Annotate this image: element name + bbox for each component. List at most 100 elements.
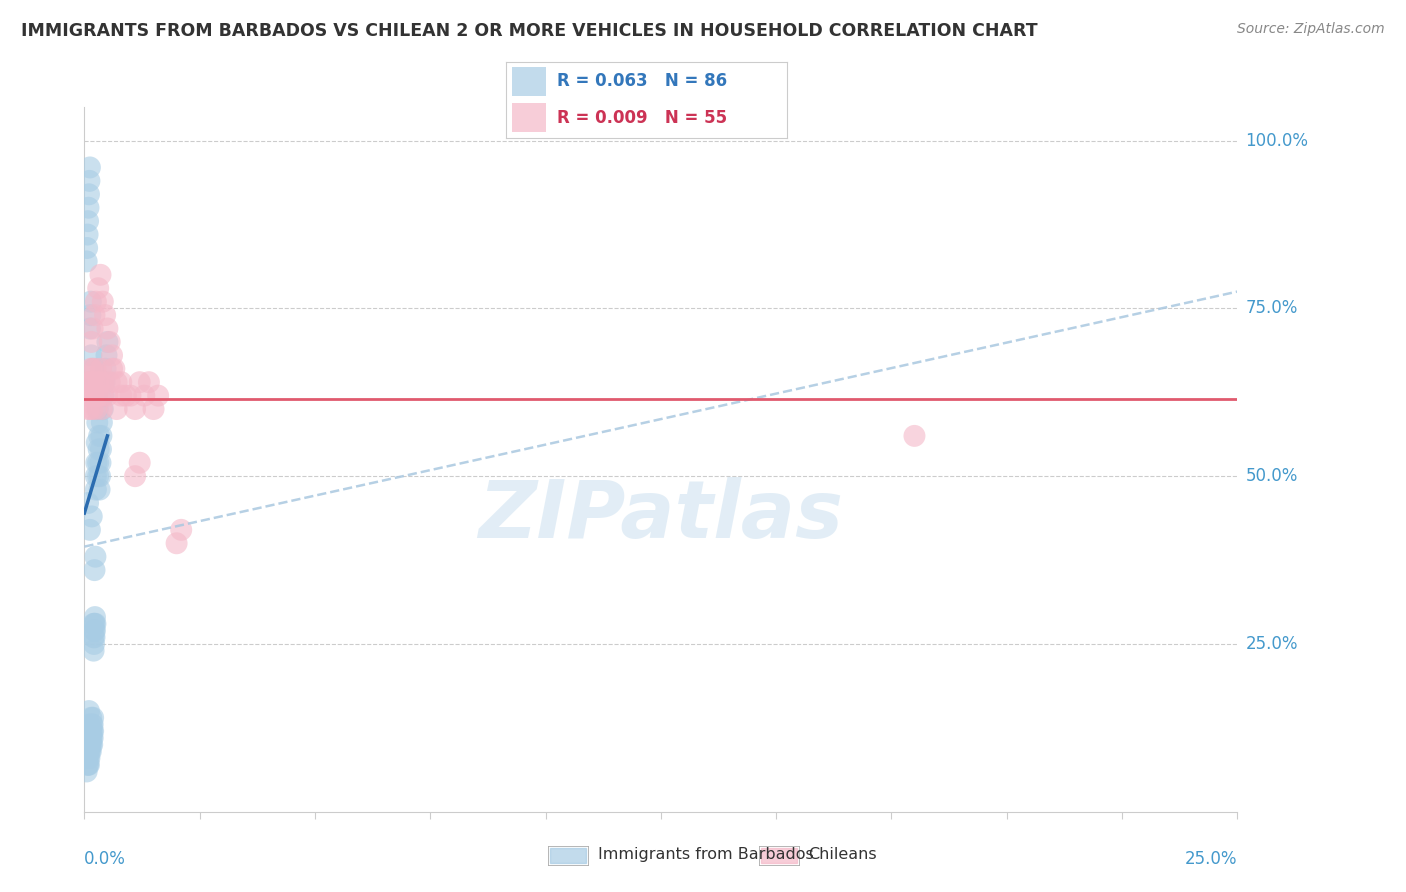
Point bbox=[170, 523, 193, 537]
Point bbox=[98, 334, 121, 349]
Point bbox=[91, 294, 114, 309]
Point bbox=[82, 731, 104, 745]
Point bbox=[84, 549, 107, 564]
Point bbox=[101, 361, 124, 376]
Point bbox=[128, 456, 150, 470]
Point bbox=[94, 308, 117, 322]
Point bbox=[80, 744, 103, 758]
Point bbox=[96, 389, 118, 403]
Point bbox=[76, 241, 98, 255]
Point bbox=[87, 442, 110, 457]
Point bbox=[84, 616, 107, 631]
Text: 25.0%: 25.0% bbox=[1185, 850, 1237, 869]
Point bbox=[86, 435, 108, 450]
Text: R = 0.063   N = 86: R = 0.063 N = 86 bbox=[557, 72, 727, 90]
Point bbox=[82, 711, 104, 725]
Point bbox=[80, 731, 103, 745]
Point bbox=[83, 637, 105, 651]
Text: 100.0%: 100.0% bbox=[1246, 132, 1309, 150]
Point bbox=[80, 361, 103, 376]
Point bbox=[84, 469, 107, 483]
Point bbox=[96, 321, 118, 335]
Point bbox=[82, 738, 104, 752]
FancyBboxPatch shape bbox=[512, 67, 546, 95]
Point bbox=[77, 201, 100, 215]
Point bbox=[87, 456, 110, 470]
Point bbox=[120, 389, 142, 403]
Point bbox=[80, 334, 103, 349]
Point bbox=[76, 227, 98, 242]
Bar bbox=[550, 847, 586, 863]
Point bbox=[80, 717, 103, 731]
Point bbox=[82, 724, 104, 739]
Point bbox=[77, 744, 100, 758]
FancyBboxPatch shape bbox=[512, 103, 546, 132]
Point bbox=[80, 738, 103, 752]
Point bbox=[82, 321, 104, 335]
Point bbox=[138, 375, 160, 389]
Point bbox=[105, 375, 128, 389]
Point bbox=[76, 764, 98, 779]
Point bbox=[89, 268, 111, 282]
Text: R = 0.009   N = 55: R = 0.009 N = 55 bbox=[557, 109, 727, 127]
Point bbox=[110, 375, 132, 389]
Point bbox=[77, 496, 100, 510]
Point bbox=[83, 624, 105, 638]
Point bbox=[90, 416, 112, 430]
Text: Immigrants from Barbados: Immigrants from Barbados bbox=[598, 847, 813, 862]
Point bbox=[84, 361, 107, 376]
Point bbox=[84, 294, 107, 309]
Point bbox=[80, 389, 103, 403]
Point bbox=[79, 375, 101, 389]
Bar bbox=[761, 847, 797, 863]
Point bbox=[83, 616, 105, 631]
Point bbox=[86, 456, 108, 470]
Point bbox=[76, 254, 98, 268]
Point bbox=[86, 389, 108, 403]
Point bbox=[82, 402, 104, 417]
Point bbox=[124, 402, 146, 417]
Point bbox=[83, 389, 105, 403]
Point bbox=[87, 389, 110, 403]
Point bbox=[76, 751, 98, 765]
Point bbox=[76, 757, 98, 772]
Point bbox=[94, 361, 117, 376]
Point bbox=[83, 361, 105, 376]
Point bbox=[80, 711, 103, 725]
Point bbox=[91, 389, 114, 403]
Point bbox=[77, 738, 100, 752]
Point bbox=[79, 751, 101, 765]
Point bbox=[134, 389, 156, 403]
Point bbox=[82, 724, 104, 739]
Point bbox=[124, 469, 146, 483]
Point bbox=[79, 308, 101, 322]
Point bbox=[105, 402, 128, 417]
Point bbox=[83, 630, 105, 644]
Point bbox=[77, 214, 100, 228]
Text: IMMIGRANTS FROM BARBADOS VS CHILEAN 2 OR MORE VEHICLES IN HOUSEHOLD CORRELATION : IMMIGRANTS FROM BARBADOS VS CHILEAN 2 OR… bbox=[21, 22, 1038, 40]
Point bbox=[96, 348, 118, 362]
Point bbox=[79, 389, 101, 403]
Point bbox=[115, 389, 138, 403]
Point bbox=[93, 389, 115, 403]
Point bbox=[166, 536, 188, 550]
Point bbox=[87, 281, 110, 295]
Point bbox=[82, 361, 104, 376]
Point bbox=[83, 643, 105, 657]
Point bbox=[77, 402, 100, 417]
Point bbox=[128, 375, 150, 389]
Point bbox=[82, 375, 104, 389]
Point bbox=[77, 757, 100, 772]
Point bbox=[79, 738, 101, 752]
Point bbox=[79, 744, 101, 758]
Point bbox=[79, 161, 101, 175]
Point bbox=[146, 389, 169, 403]
Text: Chileans: Chileans bbox=[808, 847, 877, 862]
Point bbox=[80, 375, 103, 389]
Point bbox=[77, 751, 100, 765]
Point bbox=[110, 389, 132, 403]
Point bbox=[90, 442, 112, 457]
Point bbox=[90, 429, 112, 443]
Point bbox=[84, 483, 107, 497]
Point bbox=[80, 731, 103, 745]
